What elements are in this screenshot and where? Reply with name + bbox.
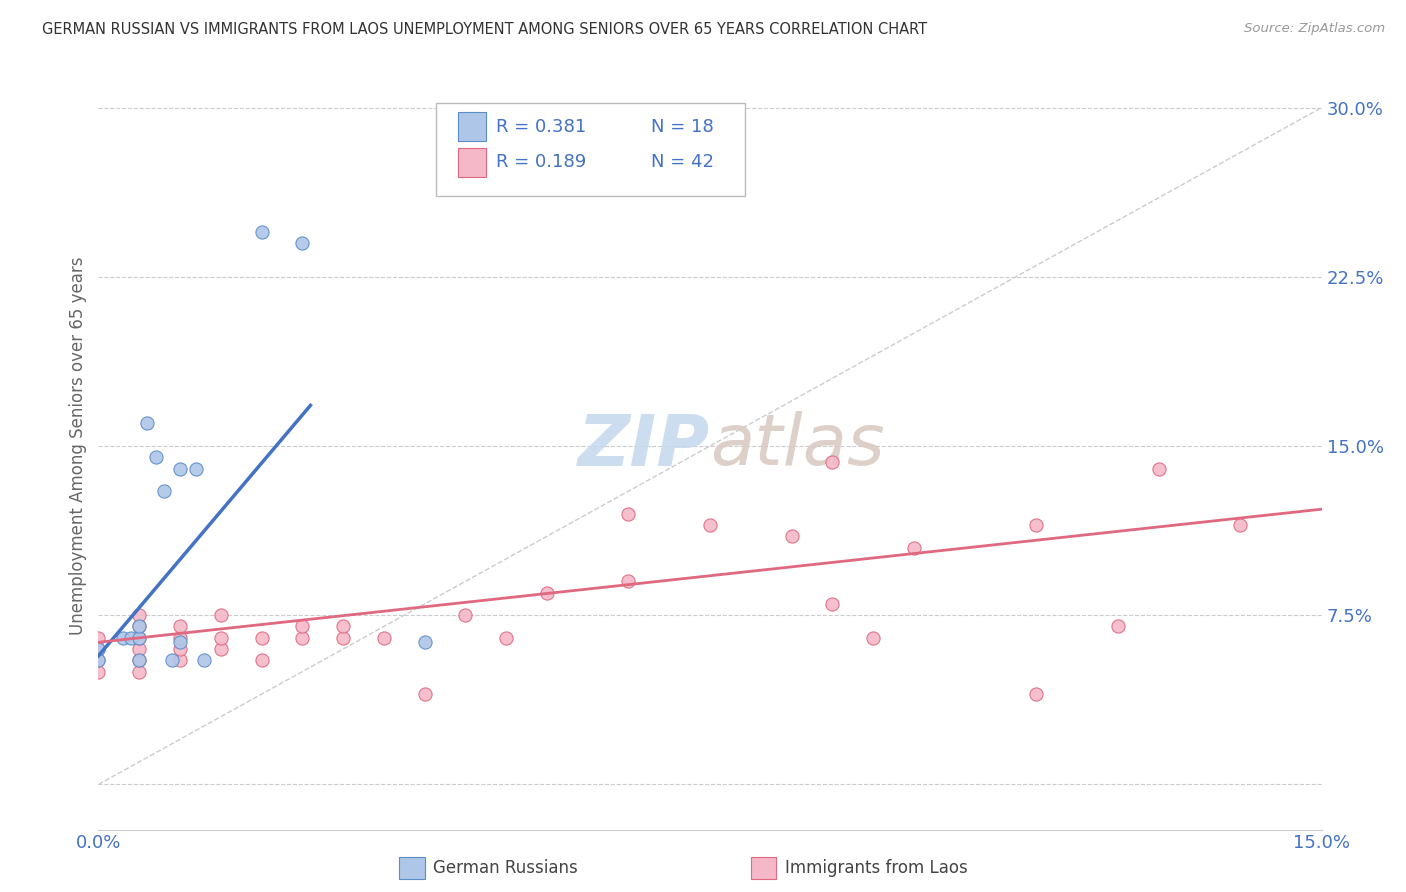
Text: R = 0.189: R = 0.189 — [496, 153, 586, 171]
Text: N = 18: N = 18 — [651, 118, 714, 136]
Point — [291, 619, 314, 633]
Point — [862, 631, 884, 645]
Point — [1107, 619, 1129, 633]
Point — [186, 461, 208, 475]
Point — [87, 653, 110, 667]
Point — [332, 619, 354, 633]
Point — [128, 619, 150, 633]
Point — [87, 631, 110, 645]
Point — [160, 653, 183, 667]
Point — [332, 631, 354, 645]
Point — [617, 507, 640, 521]
Point — [193, 653, 215, 667]
Point — [128, 631, 150, 645]
Point — [250, 631, 273, 645]
Point — [87, 665, 110, 679]
Point — [495, 631, 517, 645]
Point — [128, 608, 150, 623]
Point — [169, 619, 191, 633]
Text: German Russians: German Russians — [433, 859, 578, 877]
Point — [454, 608, 477, 623]
Text: R = 0.381: R = 0.381 — [496, 118, 586, 136]
Point — [87, 642, 110, 657]
Point — [111, 631, 134, 645]
Point — [291, 235, 314, 250]
Point — [128, 631, 150, 645]
Point — [128, 653, 150, 667]
Point — [1229, 518, 1251, 533]
Point — [1025, 518, 1047, 533]
Point — [209, 642, 232, 657]
Point — [169, 631, 191, 645]
Point — [128, 642, 150, 657]
Point — [903, 541, 925, 555]
Point — [209, 608, 232, 623]
Point — [169, 461, 191, 475]
Point — [780, 529, 803, 543]
Point — [128, 619, 150, 633]
Point — [821, 455, 844, 469]
Point — [1025, 687, 1047, 701]
Point — [152, 484, 174, 499]
Point — [169, 653, 191, 667]
Point — [373, 631, 395, 645]
Text: Immigrants from Laos: Immigrants from Laos — [785, 859, 967, 877]
Text: atlas: atlas — [710, 411, 884, 481]
Point — [536, 585, 558, 599]
Point — [128, 653, 150, 667]
Point — [120, 631, 142, 645]
Point — [128, 665, 150, 679]
Point — [699, 518, 721, 533]
Point — [413, 635, 436, 649]
Text: Source: ZipAtlas.com: Source: ZipAtlas.com — [1244, 22, 1385, 36]
Point — [87, 642, 110, 657]
Point — [209, 631, 232, 645]
Text: GERMAN RUSSIAN VS IMMIGRANTS FROM LAOS UNEMPLOYMENT AMONG SENIORS OVER 65 YEARS : GERMAN RUSSIAN VS IMMIGRANTS FROM LAOS U… — [42, 22, 928, 37]
Point — [250, 653, 273, 667]
Point — [136, 417, 159, 431]
Y-axis label: Unemployment Among Seniors over 65 years: Unemployment Among Seniors over 65 years — [69, 257, 87, 635]
Text: N = 42: N = 42 — [651, 153, 714, 171]
Point — [617, 574, 640, 589]
Point — [413, 687, 436, 701]
Point — [169, 642, 191, 657]
Point — [1147, 461, 1170, 475]
Point — [250, 225, 273, 239]
Point — [291, 631, 314, 645]
Point — [145, 450, 167, 465]
Point — [87, 653, 110, 667]
Point — [169, 635, 191, 649]
Point — [821, 597, 844, 611]
Text: ZIP: ZIP — [578, 411, 710, 481]
